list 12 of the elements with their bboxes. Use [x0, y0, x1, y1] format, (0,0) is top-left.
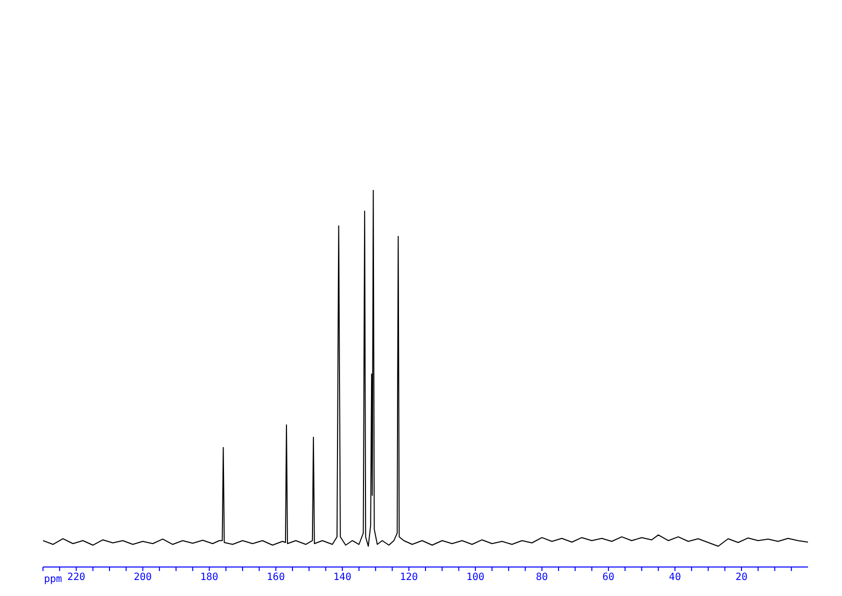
x-tick-label: 80	[536, 572, 548, 584]
x-tick-label: 120	[400, 572, 418, 584]
x-tick-label: 40	[668, 572, 681, 584]
x-tick-label: 100	[466, 572, 484, 584]
x-tick-label: 200	[134, 572, 152, 584]
x-tick-label: 220	[67, 572, 86, 584]
x-axis-title: ppm	[44, 574, 62, 585]
x-tick-label: 160	[266, 572, 285, 584]
x-tick-label: 140	[333, 572, 352, 584]
x-tick-label: 20	[735, 572, 748, 584]
x-tick-label: 180	[200, 572, 218, 584]
x-tick-label: 60	[602, 572, 614, 584]
